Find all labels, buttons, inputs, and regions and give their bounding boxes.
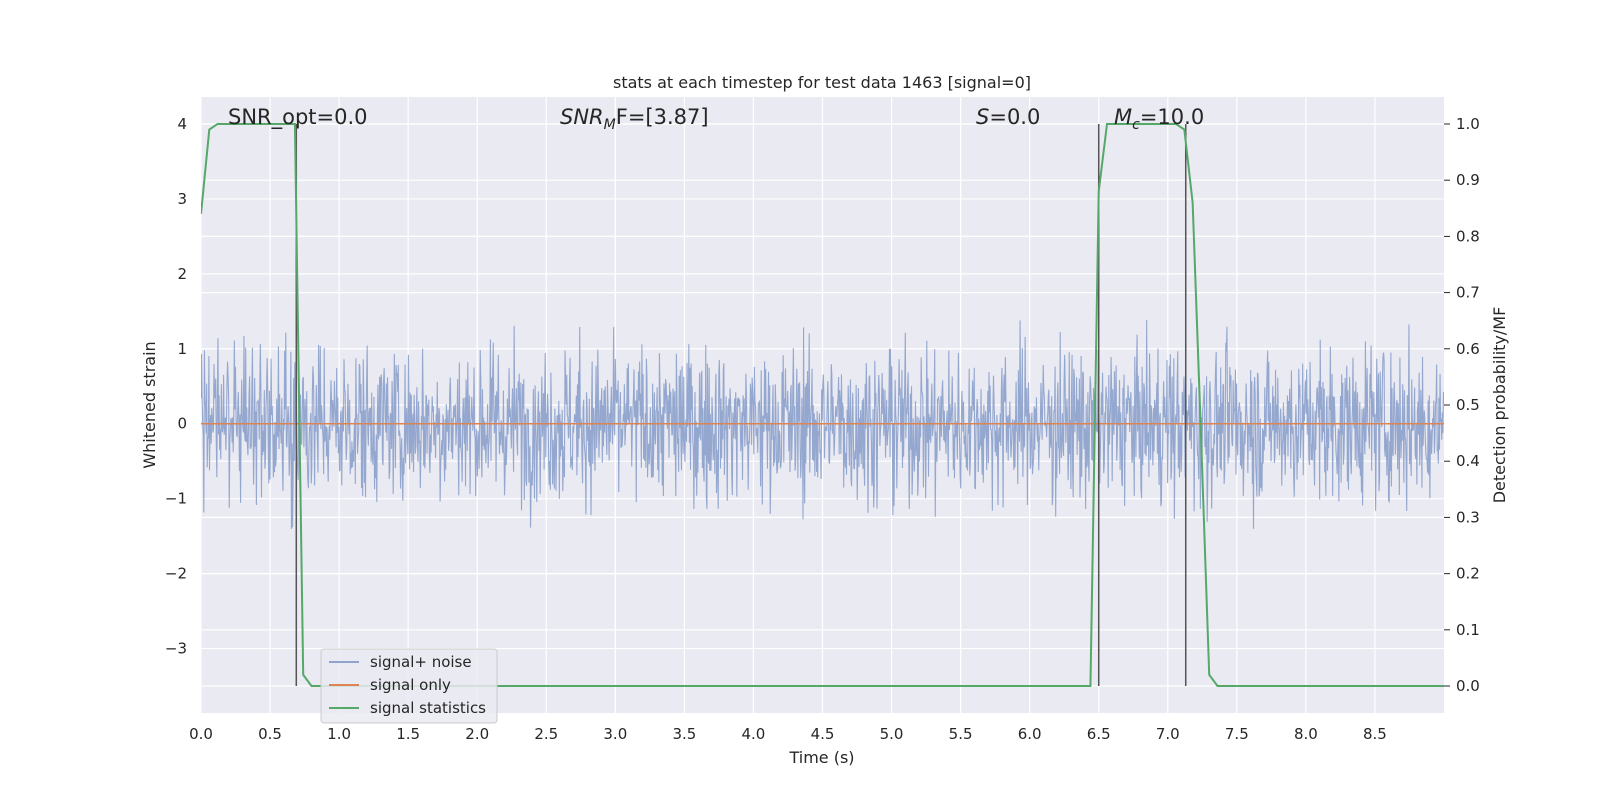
series-line-signal-statistics [201, 122, 1444, 688]
x-tick-label: 0.5 [258, 725, 282, 743]
y-tick-label-left: −2 [165, 565, 187, 583]
x-tick-label: 1.0 [327, 725, 351, 743]
x-axis-label: Time (s) [788, 748, 854, 767]
annotation-mc: Mc=10.0 [1114, 105, 1204, 133]
x-tick-label: 4.0 [742, 725, 766, 743]
x-tick-label: 2.0 [465, 725, 489, 743]
annotation-snr-mf-main: SNR [560, 105, 604, 129]
y-tick-label-right: 0.6 [1456, 340, 1480, 358]
x-tick-label: 8.0 [1294, 725, 1318, 743]
annotation-snr-mf: SNRMF=[3.87] [560, 105, 709, 133]
legend-label-statistics: signal statistics [370, 699, 486, 717]
y-tick-label-right: 0.2 [1456, 565, 1480, 583]
annotation-s-tail: =0.0 [989, 105, 1040, 129]
y-tick-label-left: 1 [177, 340, 187, 358]
annotation-mc-tail: =10.0 [1140, 105, 1204, 129]
y-tick-label-right: 0.7 [1456, 284, 1480, 302]
y-tick-label-left: 0 [177, 415, 187, 433]
x-tick-label: 1.5 [396, 725, 420, 743]
annotation-mc-main: M [1114, 105, 1132, 129]
y-tick-label-right: 0.5 [1456, 396, 1480, 414]
y-tick-label-left: −3 [165, 640, 187, 658]
y-tick-label-right: 0.0 [1456, 677, 1480, 695]
series-line-signal-noise [201, 319, 1444, 529]
y-tick-label-right: 0.3 [1456, 508, 1480, 526]
x-tick-label: 5.5 [949, 725, 973, 743]
x-tick-label: 4.5 [811, 725, 835, 743]
annotation-mc-sub: c [1132, 117, 1140, 133]
legend-box [320, 648, 498, 724]
y-tick-label-left: 3 [177, 190, 187, 208]
x-tick-label: 6.5 [1087, 725, 1111, 743]
x-tick-label: 2.5 [534, 725, 558, 743]
x-tick-label: 3.0 [603, 725, 627, 743]
series-signal-noise [201, 319, 1444, 529]
y-tick-label-left: −1 [165, 490, 187, 508]
legend-label-noise: signal+ noise [370, 653, 472, 671]
legend: signal+ noise signal only signal statist… [320, 648, 498, 724]
y-tick-label-right: 0.8 [1456, 227, 1480, 245]
y-tick-label-right: 0.4 [1456, 452, 1480, 470]
y-tick-label-left: 4 [177, 115, 187, 133]
y-tick-label-right: 1.0 [1456, 115, 1480, 133]
x-tick-label: 3.5 [672, 725, 696, 743]
y-tick-label-right: 0.1 [1456, 621, 1480, 639]
tick-labels: 0.0 0.5 1.0 1.5 2.0 2.5 3.0 3.5 4.0 4.5 5.0 5.5 6.0 6… [165, 115, 1480, 743]
annotation-snr-mf-sub: M [604, 117, 616, 133]
x-tick-label: 7.5 [1225, 725, 1249, 743]
chart-title: stats at each timestep for test data 146… [613, 73, 1031, 92]
annotation-snr-mf-tail: F=[3.87] [616, 105, 709, 129]
y-axis-label-right: Detection probability/MF [1490, 307, 1509, 504]
annotation-snr-opt: SNR_opt=0.0 [228, 105, 368, 130]
annotation-s: S=0.0 [976, 105, 1040, 129]
x-tick-label: 5.0 [880, 725, 904, 743]
series-signal-statistics [201, 122, 1444, 688]
y-axis-label-left: Whitened strain [140, 341, 159, 468]
x-tick-label: 8.5 [1363, 725, 1387, 743]
y-tick-label-right: 0.9 [1456, 171, 1480, 189]
annotation-s-main: S [976, 105, 989, 129]
x-tick-label: 6.0 [1018, 725, 1042, 743]
x-tick-label: 7.0 [1156, 725, 1180, 743]
x-tick-label: 0.0 [189, 725, 213, 743]
y-tick-label-left: 2 [177, 265, 187, 283]
legend-label-signal-only: signal only [370, 676, 451, 694]
